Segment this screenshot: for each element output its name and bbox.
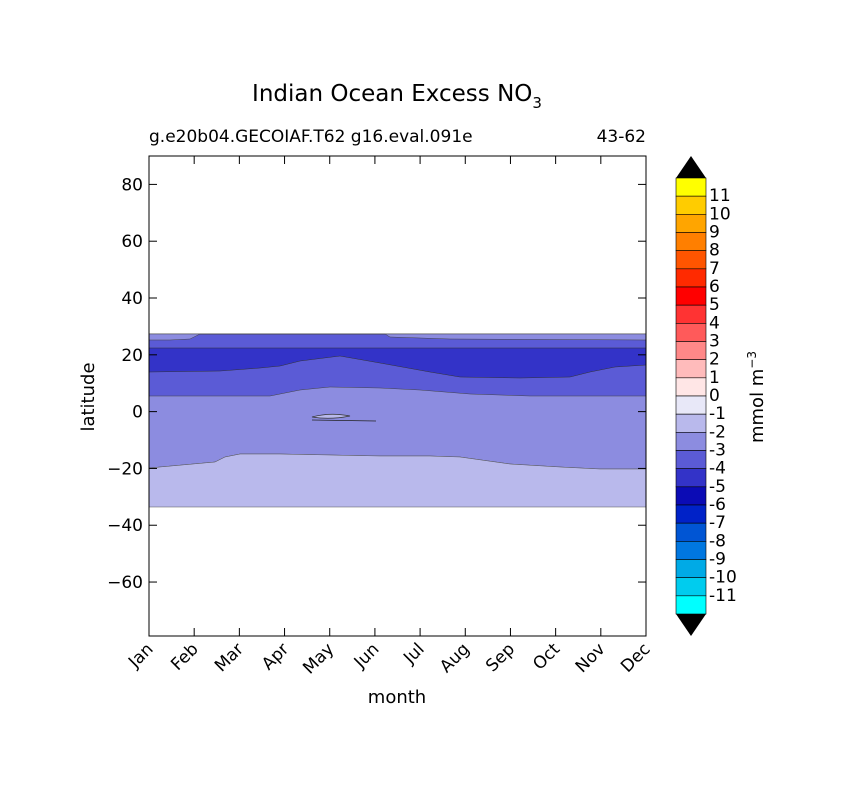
colorbar-tick-label: -6 xyxy=(709,495,726,515)
colorbar-swatch xyxy=(675,359,707,379)
colorbar-tick-label: 9 xyxy=(709,223,720,243)
y-tick-label: −60 xyxy=(107,573,143,593)
colorbar-swatch xyxy=(675,522,707,542)
colorbar-swatch xyxy=(675,250,707,270)
colorbar-tick-label: 0 xyxy=(709,386,720,406)
plot-frame xyxy=(148,155,647,637)
chart-title: Indian Ocean Excess NO3 xyxy=(252,81,542,112)
colorbar-swatch xyxy=(675,268,707,288)
colorbar-swatch xyxy=(675,304,707,324)
colorbar-swatch xyxy=(675,468,707,488)
colorbar-swatch xyxy=(675,377,707,397)
colorbar-tick-label: -2 xyxy=(709,422,726,442)
y-tick-label: 20 xyxy=(121,346,143,366)
colorbar-tick-label: 3 xyxy=(709,332,720,352)
colorbar-swatch xyxy=(675,486,707,506)
colorbar-tick-label: -3 xyxy=(709,441,726,461)
x-tick-label: Sep xyxy=(482,639,519,676)
colorbar-tick-label: 5 xyxy=(709,295,720,315)
plot-area: 80 60 40 20 0 −20 −40 −60 Jan Feb Mar Apr May Jun Jul… xyxy=(107,155,655,678)
y-tick-label: −40 xyxy=(107,516,143,536)
colorbar-swatch xyxy=(675,577,707,597)
x-tick-label: Apr xyxy=(258,639,293,674)
x-tick-label: Nov xyxy=(572,639,610,677)
y-tick-label: 40 xyxy=(121,289,143,309)
colorbar-tick-label: -11 xyxy=(709,586,737,606)
colorbar-tick-label: -4 xyxy=(709,459,726,479)
y-axis-label: latitude xyxy=(78,362,99,431)
colorbar-swatch xyxy=(675,177,707,197)
x-tick-label: May xyxy=(299,639,338,678)
y-tick-label: 60 xyxy=(121,232,143,252)
chart-subtitle-right: 43-62 xyxy=(597,127,646,147)
colorbar-swatch xyxy=(675,595,707,615)
contour-region-level-minus5 xyxy=(148,347,647,379)
y-axis: 80 60 40 20 0 −20 −40 −60 xyxy=(107,175,646,593)
colorbar-swatch xyxy=(675,323,707,342)
colorbar-tick-label: -9 xyxy=(709,550,726,570)
x-axis-label: month xyxy=(368,687,426,708)
x-tick-label: Mar xyxy=(211,639,248,676)
colorbar-tick-label: 6 xyxy=(709,277,720,297)
colorbar-swatch xyxy=(675,541,707,560)
colorbar-swatch xyxy=(675,214,707,233)
chart-subtitle-left: g.e20b04.GECOIAF.T62 g16.eval.091e xyxy=(149,127,473,147)
colorbar-swatch xyxy=(675,504,707,524)
colorbar-tick-label: -1 xyxy=(709,404,726,424)
colorbar-tick-label: 10 xyxy=(709,204,731,224)
colorbar-tick-label: -5 xyxy=(709,477,726,497)
colorbar-swatch xyxy=(675,395,707,415)
colorbar-tick-label: 7 xyxy=(709,259,720,279)
colorbar-tick-label: -8 xyxy=(709,531,726,551)
x-tick-label: Jul xyxy=(399,639,428,668)
y-tick-label: 80 xyxy=(121,175,143,195)
colorbar-swatch xyxy=(675,559,707,578)
colorbar-tick-label: 4 xyxy=(709,313,720,333)
colorbar-tick-label: 1 xyxy=(709,368,720,388)
colorbar-swatch xyxy=(675,413,707,433)
contour-fills xyxy=(148,333,647,508)
x-tick-label: Aug xyxy=(436,639,474,677)
contour-region-may-island xyxy=(311,413,351,419)
x-tick-label: Jan xyxy=(124,639,157,672)
contour-line-may xyxy=(311,419,377,422)
colorbar-tick-label: 8 xyxy=(709,241,720,261)
colorbar-swatch xyxy=(675,450,707,469)
colorbar-swatch xyxy=(675,232,707,251)
colorbar-label: mmol m−3 xyxy=(745,351,768,443)
colorbar-tick-label: -7 xyxy=(709,513,726,533)
colorbar-extend-bottom xyxy=(676,614,706,636)
x-tick-label: Dec xyxy=(617,639,654,676)
colorbar-tick-label: 11 xyxy=(709,186,731,206)
y-tick-label: 0 xyxy=(132,403,143,423)
x-tick-label: Jun xyxy=(350,639,384,673)
y-tick-label: −20 xyxy=(107,459,143,479)
x-tick-label: Feb xyxy=(167,639,202,674)
colorbar-tick-label: 2 xyxy=(709,350,720,370)
x-tick-label: Oct xyxy=(529,639,564,674)
colorbar-swatch xyxy=(675,286,707,306)
colorbar-swatch xyxy=(675,341,707,360)
colorbar-swatch xyxy=(675,195,707,215)
colorbar-extend-top xyxy=(676,156,706,178)
colorbar-swatch xyxy=(675,432,707,451)
colorbar-tick-label: -10 xyxy=(709,568,737,588)
